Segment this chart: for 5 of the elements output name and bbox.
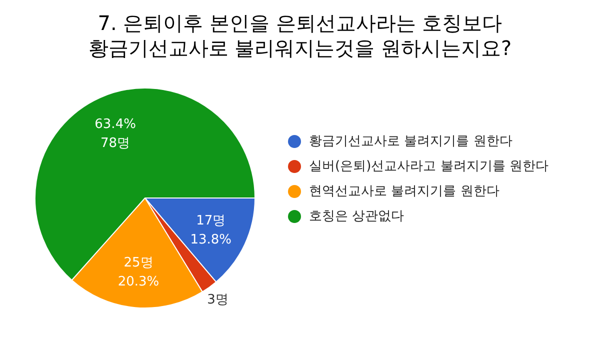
legend-label: 황금기선교사로 불려지기를 원한다 (309, 133, 512, 150)
title: 7. 은퇴이후 본인을 은퇴선교사라는 호칭보다 황금기선교사로 불리워지는것을 원하시는지요? (88, 11, 512, 60)
legend-label: 현역선교사로 불려지기를 원한다 (309, 183, 500, 200)
legend-label: 실버(은퇴)선교사라고 불려지기를 원한다 (309, 158, 548, 175)
legend-label: 호칭은 상관없다 (309, 208, 404, 225)
